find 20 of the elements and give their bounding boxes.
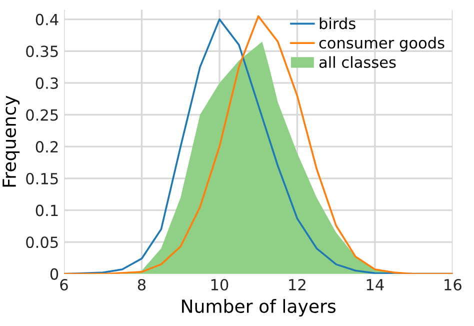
x-axis-title: Number of layers — [182, 299, 336, 317]
x-tick-label: 12 — [289, 278, 306, 290]
x-tick-label: 6 — [60, 278, 68, 291]
y-tick-label: 0.2 — [36, 141, 58, 153]
y-tick-label: 0.05 — [26, 236, 58, 248]
y-tick-label: 0.15 — [26, 172, 58, 184]
x-tick-label: 8 — [138, 278, 146, 291]
y-tick-label: 0.35 — [26, 46, 58, 58]
legend-label: birds — [320, 17, 356, 30]
x-tick-label: 10 — [211, 278, 228, 291]
x-tick-label: 16 — [444, 278, 462, 291]
y-tick-label: 0.1 — [36, 204, 58, 216]
legend-label: consumer goods — [319, 36, 444, 52]
y-tick-label: 0 — [50, 268, 58, 280]
y-axis-title: Frequency — [2, 96, 20, 187]
y-tick-label: 0.3 — [36, 77, 58, 89]
x-tick-label: 14 — [366, 279, 384, 290]
legend-label: all classes — [319, 56, 396, 68]
y-tick-label: 0.25 — [26, 109, 58, 121]
y-tick-label: 0.4 — [36, 14, 58, 26]
